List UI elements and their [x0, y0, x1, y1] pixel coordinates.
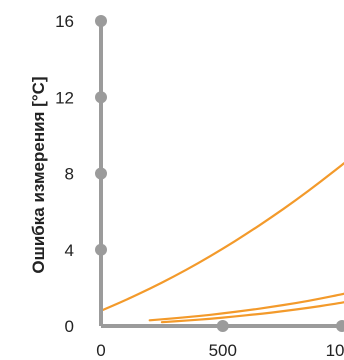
y-tick-marker — [95, 167, 107, 180]
x-tick-label: 0 — [96, 341, 105, 360]
tick-layer: 0 4 8 12 16 0 500 1000 — [55, 12, 344, 360]
series-line-2 — [148, 292, 344, 322]
series-line-3 — [160, 301, 344, 324]
series-line-1 — [99, 162, 344, 312]
x-tick-marker — [336, 320, 344, 332]
x-tick-label: 1000 — [326, 341, 344, 360]
series-layer — [99, 162, 344, 324]
y-axis-title: Ошибка измерения [°C] — [29, 76, 48, 273]
y-tick-label: 0 — [65, 317, 74, 336]
y-tick-label: 4 — [65, 241, 74, 260]
axis-layer — [99, 21, 344, 328]
y-tick-marker — [95, 91, 107, 104]
y-tick-marker — [95, 15, 107, 27]
y-tick-label: 12 — [55, 88, 74, 107]
y-tick-label: 8 — [65, 165, 74, 184]
y-tick-label: 16 — [55, 12, 74, 31]
x-tick-marker — [216, 320, 229, 332]
x-tick-label: 500 — [209, 341, 237, 360]
y-tick-marker — [95, 243, 107, 256]
